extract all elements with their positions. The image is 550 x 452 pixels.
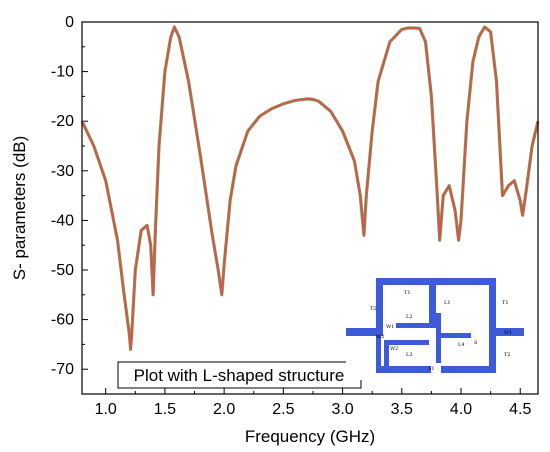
y-tick-label: -10 [51, 64, 74, 81]
annotation-box: Plot with L-shaped structure [117, 361, 362, 389]
y-axis-title: S- parameters (dB) [10, 136, 29, 281]
x-tick-label: 3.0 [331, 401, 353, 418]
y-tick-label: -70 [51, 361, 74, 378]
inset-label-t2-left: T2 [370, 306, 377, 312]
y-axis-ticks: 0 -10 -20 -30 -40 -50 -60 -70 [51, 14, 88, 378]
y-tick-label: -50 [51, 262, 74, 279]
x-tick-label: 4.0 [450, 401, 472, 418]
x-tick-label: 1.5 [154, 401, 176, 418]
x-axis-title: Frequency (GHz) [245, 427, 375, 446]
x-tick-label: 4.5 [509, 401, 531, 418]
x-tick-label: 2.5 [272, 401, 294, 418]
inset-label-w2: W2 [390, 346, 398, 352]
y-tick-label: 0 [65, 14, 74, 31]
x-axis-ticks: 1.0 1.5 2.0 2.5 3.0 3.5 4.0 4.5 [95, 388, 531, 418]
x-tick-label: 3.5 [391, 401, 413, 418]
y-tick-label: -60 [51, 312, 74, 329]
inset-label-t2: T2 [504, 352, 511, 358]
annotation-text: Plot with L-shaped structure [134, 366, 345, 385]
inset-label-s1: S1 [428, 366, 435, 372]
inset-label-l4: L4 [458, 342, 465, 348]
inset-label-l2: L2 [406, 314, 413, 320]
y-tick-label: -40 [51, 212, 74, 229]
y-tick-label: -30 [51, 163, 74, 180]
inset-label-t1-right: T1 [502, 300, 509, 306]
series-layer [80, 25, 540, 351]
inset-label-l3: L3 [406, 352, 413, 358]
inset-strips [346, 278, 524, 373]
inset-label-w1: W1 [386, 324, 394, 330]
x-tick-label: 1.0 [95, 401, 117, 418]
inset-label-t1: T1 [404, 290, 411, 296]
x-tick-label: 2.0 [213, 401, 235, 418]
inset-structure: T1 L1 L2 W1 W2 L3 L4 T2 S1 W1 S T1 T2 W2 [346, 270, 524, 380]
inset-label-s: S [474, 340, 478, 346]
plot-frame [81, 21, 539, 395]
y-tick-label: -20 [51, 113, 74, 130]
series-line [81, 26, 539, 351]
inset-label-w2-left: W2 [376, 334, 384, 340]
inset-label-w1-right: W1 [504, 330, 512, 336]
inset-label-l1: L1 [444, 300, 451, 306]
